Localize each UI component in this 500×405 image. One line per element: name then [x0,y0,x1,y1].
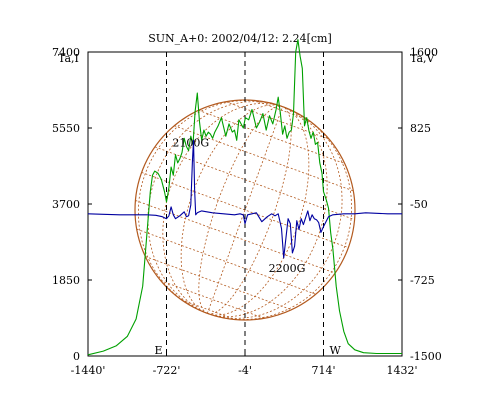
latitude-line [154,146,355,220]
x-tick-label: -4' [238,364,252,377]
right-tick-label: 825 [410,122,431,135]
x-tick-label: -722' [153,364,181,377]
latitude-line [181,299,236,320]
left-tick-label: 0 [73,350,80,363]
stokes-v-series-line [87,139,402,259]
annotation-label: 2100G [172,136,209,149]
longitude-line [207,106,292,315]
latitude-line [135,200,336,274]
right-tick-label: -1500 [410,350,442,363]
chart-title: SUN_A+0: 2002/04/12: 2.24[cm] [148,32,332,45]
latitude-line [160,280,265,319]
left-tick-label: 7400 [52,46,80,59]
x-tick-label: 714' [311,364,335,377]
longitude-line [207,106,283,314]
latitude-line [141,172,349,248]
latitude-line [198,109,345,164]
annotation-label: 2200G [269,262,306,275]
limb-marker-label: E [155,344,163,357]
right-tick-label: 1600 [410,46,438,59]
longitude-line [162,102,283,314]
longitude-line [198,105,283,314]
left-tick-label: 1850 [52,274,80,287]
longitude-line [180,104,283,314]
longitude-line [147,101,283,314]
series-group [87,39,402,356]
right-tick-label: -50 [410,198,428,211]
annotations: 2100G 2200G [172,136,305,274]
axes: 0 1850 3700 5550 7400 -1500 -725 -50 825 1600 -144… [52,46,442,377]
longitude-line [207,106,343,319]
left-tick-label: 5550 [52,122,80,135]
longitude-line [207,106,328,318]
longitude-line [207,106,310,316]
left-axis-label: Ta,I [58,52,79,65]
intensity-i-series-line [87,39,402,356]
right-tick-label: -725 [410,274,435,287]
x-tick-label: -1440' [71,364,106,377]
x-tick-label: 1432' [386,364,417,377]
right-axis-label: Ta,V [410,52,436,65]
longitude-line [207,106,353,320]
left-tick-label: 3700 [52,198,80,211]
limb-marker-label: W [330,344,342,357]
longitude-line [137,100,283,314]
